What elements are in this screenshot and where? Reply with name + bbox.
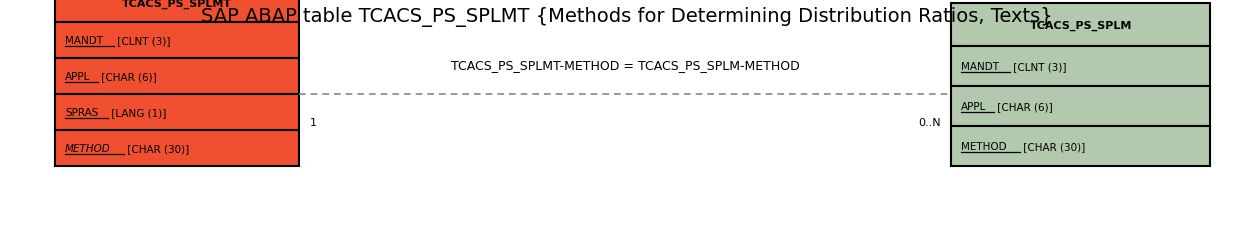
Text: METHOD: METHOD — [961, 141, 1006, 152]
Text: TCACS_PS_SPLMT: TCACS_PS_SPLMT — [123, 0, 232, 9]
Text: 1: 1 — [309, 118, 317, 128]
Text: MANDT: MANDT — [65, 36, 103, 46]
Text: APPL: APPL — [961, 102, 986, 112]
Text: APPL: APPL — [65, 72, 90, 82]
Bar — [55, 131, 299, 166]
Bar — [55, 0, 299, 23]
Text: [CHAR (30)]: [CHAR (30)] — [1020, 141, 1085, 152]
Text: [LANG (1)]: [LANG (1)] — [108, 108, 167, 118]
Text: [CLNT (3)]: [CLNT (3)] — [114, 36, 170, 46]
Text: [CHAR (30)]: [CHAR (30)] — [124, 143, 189, 153]
Text: TCACS_PS_SPLMT-METHOD = TCACS_PS_SPLM-METHOD: TCACS_PS_SPLMT-METHOD = TCACS_PS_SPLM-ME… — [451, 59, 799, 72]
Bar — [951, 87, 1210, 127]
Text: [CHAR (6)]: [CHAR (6)] — [994, 102, 1053, 112]
Text: 0..N: 0..N — [918, 118, 941, 128]
Text: [CHAR (6)]: [CHAR (6)] — [98, 72, 157, 82]
Text: TCACS_PS_SPLM: TCACS_PS_SPLM — [1030, 21, 1131, 31]
Bar — [55, 95, 299, 131]
Bar — [951, 47, 1210, 87]
Bar — [951, 127, 1210, 166]
Bar — [951, 4, 1210, 47]
Text: MANDT: MANDT — [961, 62, 999, 72]
Text: METHOD: METHOD — [65, 143, 112, 153]
Text: [CLNT (3)]: [CLNT (3)] — [1010, 62, 1066, 72]
Text: SPRAS: SPRAS — [65, 108, 99, 118]
Text: SAP ABAP table TCACS_PS_SPLMT {Methods for Determining Distribution Ratios, Text: SAP ABAP table TCACS_PS_SPLMT {Methods f… — [200, 7, 1053, 27]
Bar — [55, 23, 299, 59]
Bar — [55, 59, 299, 95]
